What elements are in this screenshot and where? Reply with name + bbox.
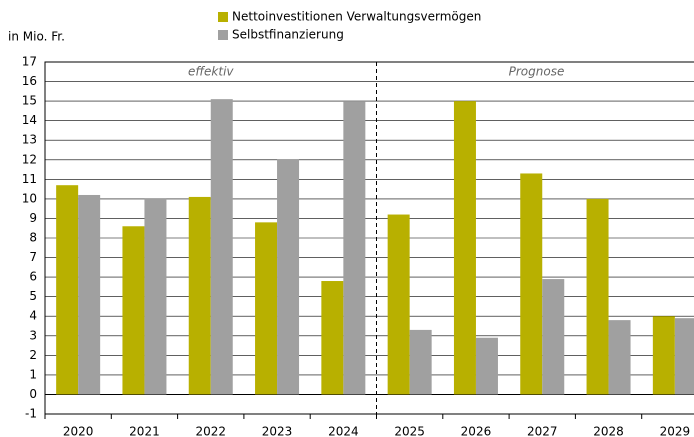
y-tick-label: 5 xyxy=(29,289,37,303)
y-tick-label: 17 xyxy=(22,55,37,69)
bar xyxy=(586,198,609,395)
x-tick-label: 2025 xyxy=(394,425,425,437)
annotation: effektiv xyxy=(188,65,234,79)
bar xyxy=(321,281,344,395)
bar xyxy=(387,214,410,395)
x-tick-label: 2024 xyxy=(328,425,359,437)
y-tick-label: 15 xyxy=(22,94,37,108)
bar xyxy=(409,329,432,395)
bar xyxy=(122,226,145,395)
y-tick-label: 0 xyxy=(29,387,37,401)
bar xyxy=(652,316,675,395)
x-tick-label: 2021 xyxy=(129,425,160,437)
y-tick-label: 9 xyxy=(29,211,37,225)
bar xyxy=(453,101,476,395)
bar xyxy=(475,337,498,395)
y-tick-label: 10 xyxy=(22,191,37,205)
x-tick-label: 2027 xyxy=(527,425,558,437)
y-tick-label: 4 xyxy=(29,309,37,323)
bar xyxy=(78,194,101,395)
bar xyxy=(277,159,300,395)
y-tick-label: 14 xyxy=(22,113,37,127)
annotation: Prognose xyxy=(509,65,565,79)
x-tick-label: 2028 xyxy=(593,425,624,437)
y-axis-label: in Mio. Fr. xyxy=(8,30,65,44)
y-tick-label: 1 xyxy=(29,367,37,381)
bar xyxy=(542,279,565,395)
y-tick-label: 6 xyxy=(29,270,37,284)
bar xyxy=(144,198,167,395)
x-tick-label: 2029 xyxy=(660,425,691,437)
bar xyxy=(255,222,278,395)
y-tick-label: 2 xyxy=(29,348,37,362)
legend-label: Nettoinvestitionen Verwaltungsvermögen xyxy=(232,10,481,24)
x-tick-label: 2020 xyxy=(63,425,94,437)
y-tick-label: 7 xyxy=(29,250,37,264)
bar xyxy=(343,101,366,395)
bar xyxy=(56,185,79,395)
y-tick-label: 8 xyxy=(29,231,37,245)
y-tick-label: 13 xyxy=(22,133,37,147)
y-tick-label: -1 xyxy=(25,407,37,421)
bar xyxy=(210,99,233,395)
bar xyxy=(674,318,694,395)
y-tick-label: 3 xyxy=(29,328,37,342)
bar xyxy=(608,320,631,395)
x-tick-label: 2026 xyxy=(461,425,492,437)
legend-label: Selbstfinanzierung xyxy=(232,28,344,42)
y-tick-label: 11 xyxy=(22,172,37,186)
x-tick-label: 2023 xyxy=(262,425,293,437)
y-tick-label: 12 xyxy=(22,152,37,166)
x-tick-label: 2022 xyxy=(195,425,226,437)
legend-swatch xyxy=(218,12,228,22)
legend-swatch xyxy=(218,30,228,40)
bar xyxy=(520,173,543,395)
y-tick-label: 16 xyxy=(22,74,37,88)
bar xyxy=(188,196,211,395)
